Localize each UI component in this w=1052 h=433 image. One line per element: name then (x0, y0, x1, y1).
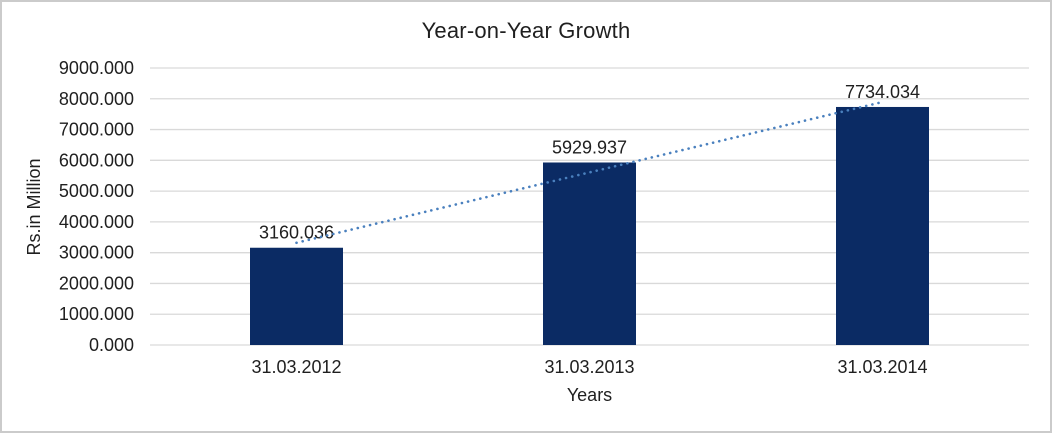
bar-data-label: 5929.937 (552, 137, 627, 157)
y-tick-label: 5000.000 (59, 181, 134, 201)
x-tick-label: 31.03.2014 (837, 357, 927, 377)
y-tick-label: 2000.000 (59, 273, 134, 293)
y-tick-label: 4000.000 (59, 212, 134, 232)
y-tick-label: 0.000 (89, 335, 134, 355)
y-tick-label: 9000.000 (59, 58, 134, 78)
x-tick-label: 31.03.2012 (251, 357, 341, 377)
x-axis-title: Years (566, 385, 613, 405)
y-tick-label: 3000.000 (59, 243, 134, 263)
x-tick-label: 31.03.2013 (544, 357, 634, 377)
y-tick-label: 6000.000 (59, 150, 134, 170)
bar (836, 106, 929, 345)
trendline (295, 100, 884, 245)
bar (250, 247, 343, 345)
bar-data-label: 7734.034 (845, 82, 920, 102)
y-tick-label: 7000.000 (59, 120, 134, 140)
bar-data-label: 3160.036 (259, 223, 334, 243)
chart-title: Year-on-Year Growth (421, 18, 631, 43)
y-tick-label: 8000.000 (59, 89, 134, 109)
y-tick-label: 1000.000 (59, 304, 134, 324)
bar (543, 162, 636, 345)
